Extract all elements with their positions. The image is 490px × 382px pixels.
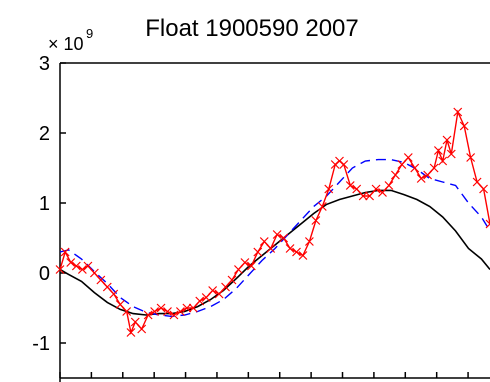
data-point-marker (77, 265, 87, 274)
y-tick-label: 0 (39, 263, 50, 285)
data-point-marker (345, 181, 355, 190)
data-point-marker (253, 247, 263, 257)
data-point-marker (317, 202, 327, 211)
data-point-marker (466, 153, 476, 162)
data-point-marker (423, 170, 433, 180)
data-point-marker (240, 258, 250, 267)
data-point-marker (304, 237, 314, 246)
data-point-marker (182, 303, 192, 313)
data-point-marker (378, 188, 387, 197)
data-point-marker (214, 289, 224, 299)
data-point-marker (143, 310, 153, 320)
data-point-marker (416, 174, 426, 183)
data-point-marker (96, 275, 106, 285)
data-point-marker (115, 300, 125, 309)
data-point-marker (324, 184, 334, 194)
data-point-marker (403, 153, 413, 162)
y-axis-ticks: -1 0 1 2 3 (32, 53, 66, 355)
data-point-marker (150, 307, 160, 316)
y-tick-label: 1 (39, 193, 50, 215)
data-point-marker (109, 289, 119, 299)
data-point-marker (479, 184, 488, 194)
data-point-marker (122, 307, 132, 316)
data-point-marker (292, 247, 301, 257)
data-point-marker (130, 317, 140, 327)
y-scale-exponent: 9 (86, 26, 93, 41)
data-point-marker (89, 268, 99, 278)
data-point-marker (60, 247, 70, 257)
data-point-marker (365, 191, 375, 201)
chart-title: Float 1900590 2007 (145, 15, 359, 42)
series-line-1 (59, 158, 490, 318)
data-point-marker (71, 261, 81, 271)
data-point-marker (390, 170, 400, 180)
data-point-marker (266, 244, 276, 253)
data-point-marker (66, 258, 76, 267)
data-point-marker (201, 293, 211, 302)
data-point-marker (397, 160, 407, 169)
data-point-marker (195, 296, 205, 306)
data-point-marker (246, 261, 256, 271)
data-point-marker (221, 282, 230, 292)
data-point-marker (442, 135, 452, 145)
data-point-marker (163, 307, 172, 316)
y-tick-label: 2 (39, 123, 50, 145)
data-point-marker (259, 237, 269, 246)
data-point-marker (156, 303, 166, 313)
data-point-marker (279, 233, 289, 243)
data-point-marker (55, 265, 65, 274)
data-point-marker (311, 216, 321, 225)
data-point-marker (169, 310, 179, 320)
data-point-marker (371, 184, 381, 194)
data-point-marker (472, 177, 482, 187)
data-point-marker (188, 303, 198, 313)
data-point-marker (234, 265, 243, 274)
y-scale-prefix: × 10 (48, 34, 84, 54)
series-layer (55, 107, 490, 337)
data-point-marker (137, 324, 147, 334)
data-point-marker (339, 160, 349, 169)
data-point-marker (285, 244, 295, 253)
y-tick-label: -1 (32, 333, 50, 355)
data-point-marker (102, 282, 112, 292)
data-point-marker (459, 121, 469, 131)
data-point-marker (208, 286, 218, 295)
data-point-marker (453, 107, 463, 117)
data-point-marker (429, 163, 439, 173)
data-point-marker (227, 275, 237, 285)
data-point-marker (446, 149, 456, 159)
data-point-marker (410, 163, 420, 173)
y-tick-label: 3 (39, 53, 50, 75)
data-point-marker (485, 219, 490, 229)
data-point-marker (175, 307, 185, 316)
data-point-marker (272, 230, 282, 239)
x-axis-ticks (59, 372, 469, 378)
data-point-marker (298, 251, 308, 260)
data-point-marker (358, 191, 368, 201)
data-point-marker (384, 181, 394, 190)
data-point-marker (83, 261, 93, 271)
data-point-marker (126, 328, 136, 337)
data-point-marker (438, 156, 448, 166)
data-point-marker (433, 146, 443, 155)
data-point-marker (352, 184, 362, 194)
